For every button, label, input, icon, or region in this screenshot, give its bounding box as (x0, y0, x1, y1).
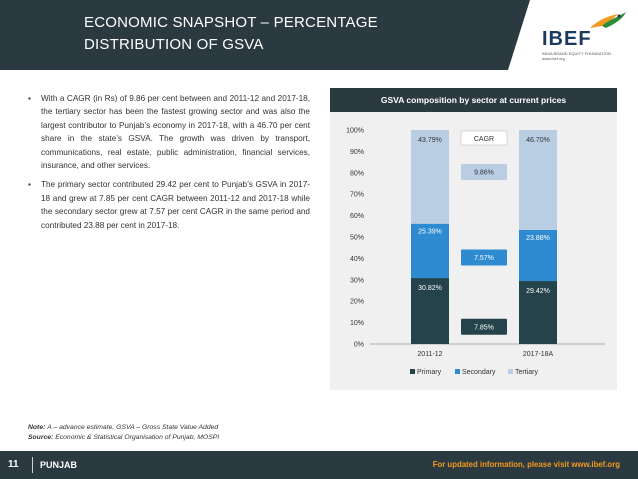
y-tick-label: 80% (350, 170, 364, 177)
bar-tertiary-1 (519, 130, 557, 230)
cagr-value-secondary: 7.57% (474, 255, 494, 262)
source-line: Source: Economic & Statistical Organisat… (28, 433, 219, 443)
footer-state-name: PUNJAB (40, 460, 78, 470)
bar-tertiary-0 (411, 130, 449, 224)
cagr-value-tertiary: 9.86% (474, 169, 494, 176)
legend-label-primary: Primary (417, 369, 442, 376)
footer-divider (32, 457, 33, 473)
note-line: Note: A – advance estimate, GSVA – Gross… (28, 423, 219, 433)
data-label: 29.42% (526, 288, 550, 295)
x-tick-label: 2011-12 (417, 351, 442, 358)
logo-wordmark: IBEF (542, 28, 592, 50)
header-diagonal (508, 0, 530, 70)
note-label: Note: (28, 424, 46, 431)
data-label: 30.82% (418, 285, 442, 292)
data-label: 23.88% (526, 235, 550, 242)
y-tick-label: 10% (350, 320, 364, 327)
page-title-line1: ECONOMIC SNAPSHOT – PERCENTAGE (84, 14, 378, 31)
y-tick-label: 100% (346, 128, 364, 135)
y-tick-label: 40% (350, 256, 364, 263)
logo-url: www.ibef.org (542, 56, 565, 61)
y-tick-label: 20% (350, 299, 364, 306)
legend-label-tertiary: Tertiary (515, 369, 538, 376)
cagr-header-box (460, 130, 508, 146)
logo-tagline: INDIA BRAND EQUITY FOUNDATION (542, 51, 611, 56)
source-label: Source: (28, 434, 54, 441)
stacked-bar-chart: 0% 10% 20% 30% 40% 50% 60% 70% 80% 90% 100% 30.82% 2… (346, 128, 605, 376)
y-tick-label: 90% (350, 149, 364, 156)
notes-block: Note: A – advance estimate, GSVA – Gross… (28, 423, 219, 443)
source-text: Economic & Statistical Organisation of P… (55, 434, 220, 441)
ibef-logo: IBEF INDIA BRAND EQUITY FOUNDATION www.i… (540, 12, 632, 64)
cagr-box-primary (461, 318, 507, 335)
chart-title: GSVA composition by sector at current pr… (330, 88, 617, 112)
data-label: 25.39% (418, 229, 442, 236)
bullet-list: With a CAGR (in Rs) of 9.86 per cent bet… (28, 92, 310, 238)
y-tick-label: 50% (350, 235, 364, 242)
note-text: A – advance estimate, GSVA – Gross State… (47, 424, 219, 431)
bar-secondary-0 (411, 223, 449, 279)
x-tick-label: 2017-18A (523, 351, 554, 358)
header-left-bar (0, 0, 78, 70)
chart-panel: GSVA composition by sector at current pr… (330, 88, 617, 390)
bar-primary-0 (411, 278, 449, 344)
bullet-item: With a CAGR (in Rs) of 9.86 per cent bet… (28, 92, 310, 172)
y-tick-label: 60% (350, 213, 364, 220)
legend-swatch-primary (410, 369, 415, 374)
bar-primary-1 (519, 281, 557, 344)
y-tick-label: 30% (350, 277, 364, 284)
slide-footer: 11 PUNJAB For updated information, pleas… (0, 451, 638, 479)
page-number: 11 (8, 459, 19, 470)
cagr-header-label: CAGR (474, 136, 494, 143)
cagr-box-tertiary (461, 163, 507, 180)
bird-logo-icon (590, 12, 626, 28)
cagr-box-secondary (461, 249, 507, 266)
y-tick-label: 70% (350, 192, 364, 199)
cagr-value-primary: 7.85% (474, 324, 494, 331)
data-label: 46.70% (526, 137, 550, 144)
legend-swatch-secondary (455, 369, 460, 374)
slide-header: ECONOMIC SNAPSHOT – PERCENTAGE DISTRIBUT… (0, 0, 638, 70)
y-tick-label: 0% (354, 342, 364, 349)
bar-secondary-1 (519, 229, 557, 282)
page-title-line2: DISTRIBUTION OF GSVA (84, 36, 264, 53)
footer-website-link[interactable]: For updated information, please visit ww… (432, 460, 620, 469)
bullet-item: The primary sector contributed 29.42 per… (28, 178, 310, 232)
page-title: ECONOMIC SNAPSHOT – PERCENTAGE DISTRIBUT… (78, 0, 508, 70)
data-label: 43.79% (418, 137, 442, 144)
legend-label-secondary: Secondary (462, 369, 496, 376)
legend-swatch-tertiary (508, 369, 513, 374)
